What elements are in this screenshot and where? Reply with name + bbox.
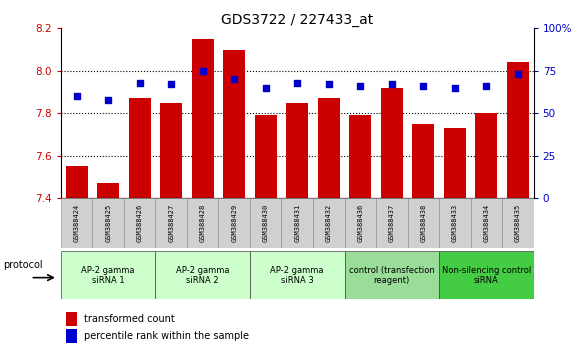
Bar xyxy=(286,103,309,354)
Bar xyxy=(439,198,470,248)
Point xyxy=(103,97,113,103)
Bar xyxy=(191,39,214,354)
Bar xyxy=(376,198,408,248)
Text: Non-silencing control
siRNA: Non-silencing control siRNA xyxy=(442,266,531,285)
Text: AP-2 gamma
siRNA 1: AP-2 gamma siRNA 1 xyxy=(81,266,135,285)
Bar xyxy=(475,113,498,354)
Text: GSM388426: GSM388426 xyxy=(137,204,143,242)
Bar xyxy=(380,88,403,354)
Bar xyxy=(160,103,182,354)
Bar xyxy=(250,251,345,299)
Point xyxy=(135,80,144,86)
Text: GSM388429: GSM388429 xyxy=(231,204,237,242)
Bar xyxy=(345,198,376,248)
Text: GSM388434: GSM388434 xyxy=(483,204,490,242)
Point xyxy=(481,83,491,89)
Bar xyxy=(250,198,281,248)
Bar xyxy=(66,329,77,343)
Text: AP-2 gamma
siRNA 2: AP-2 gamma siRNA 2 xyxy=(176,266,230,285)
Text: GSM388436: GSM388436 xyxy=(357,204,363,242)
Text: GSM388424: GSM388424 xyxy=(74,204,79,242)
Point xyxy=(292,80,302,86)
Bar xyxy=(223,50,245,354)
Bar xyxy=(439,251,534,299)
Bar xyxy=(61,251,155,299)
Text: GSM388435: GSM388435 xyxy=(515,204,521,242)
Bar xyxy=(129,98,151,354)
Bar xyxy=(502,198,534,248)
Text: percentile rank within the sample: percentile rank within the sample xyxy=(84,331,249,341)
Bar xyxy=(408,198,439,248)
Point xyxy=(261,85,270,91)
Bar xyxy=(61,198,92,248)
Point xyxy=(419,83,428,89)
Text: GSM388428: GSM388428 xyxy=(200,204,206,242)
Bar xyxy=(345,251,439,299)
Text: GSM388432: GSM388432 xyxy=(326,204,332,242)
Bar xyxy=(507,62,529,354)
Point xyxy=(356,83,365,89)
Point xyxy=(166,81,176,87)
Bar xyxy=(124,198,155,248)
Text: GSM388431: GSM388431 xyxy=(294,204,300,242)
Text: GSM388430: GSM388430 xyxy=(263,204,269,242)
Bar xyxy=(155,198,187,248)
Bar xyxy=(313,198,345,248)
Bar xyxy=(66,312,77,326)
Bar xyxy=(281,198,313,248)
Point xyxy=(324,81,334,87)
Title: GDS3722 / 227433_at: GDS3722 / 227433_at xyxy=(221,13,374,27)
Point xyxy=(198,68,208,74)
Point xyxy=(450,85,459,91)
Text: AP-2 gamma
siRNA 3: AP-2 gamma siRNA 3 xyxy=(270,266,324,285)
Text: GSM388427: GSM388427 xyxy=(168,204,174,242)
Point xyxy=(230,76,239,82)
Text: GSM388437: GSM388437 xyxy=(389,204,395,242)
Text: GSM388433: GSM388433 xyxy=(452,204,458,242)
Bar xyxy=(92,198,124,248)
Bar xyxy=(255,115,277,354)
Point xyxy=(72,93,81,99)
Point xyxy=(513,72,523,77)
Bar xyxy=(155,251,250,299)
Text: GSM388425: GSM388425 xyxy=(105,204,111,242)
Text: GSM388438: GSM388438 xyxy=(420,204,426,242)
Text: protocol: protocol xyxy=(3,260,43,270)
Bar xyxy=(412,124,434,354)
Text: control (transfection
reagent): control (transfection reagent) xyxy=(349,266,434,285)
Bar xyxy=(187,198,219,248)
Bar xyxy=(470,198,502,248)
Bar xyxy=(349,115,371,354)
Bar xyxy=(444,128,466,354)
Bar xyxy=(318,98,340,354)
Bar xyxy=(66,166,88,354)
Text: transformed count: transformed count xyxy=(84,314,175,324)
Bar xyxy=(97,183,119,354)
Point xyxy=(387,81,396,87)
Bar xyxy=(219,198,250,248)
